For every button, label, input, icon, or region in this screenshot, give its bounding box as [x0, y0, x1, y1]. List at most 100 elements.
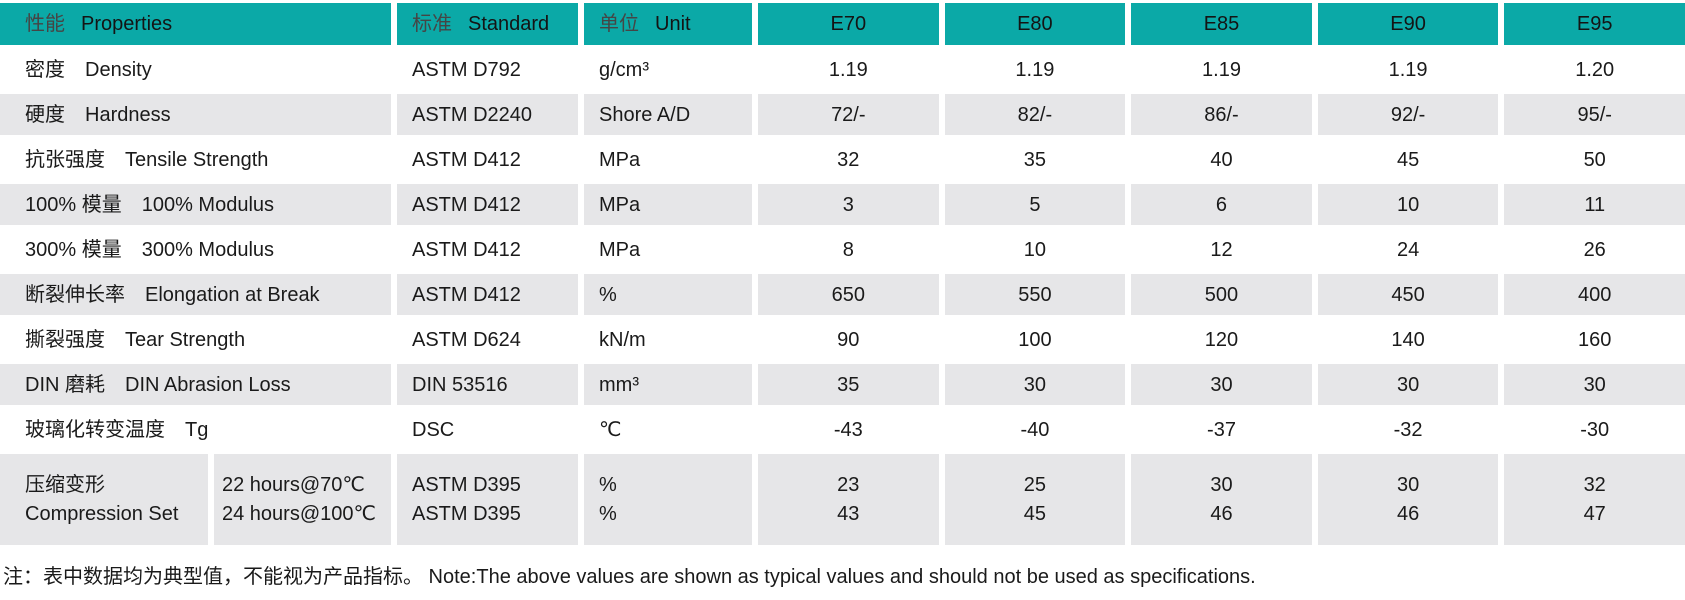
- compression-property-cell-text: Compression Set: [25, 502, 179, 525]
- value-cell-text: 100: [1018, 328, 1052, 351]
- value-cell: 50: [1504, 139, 1685, 180]
- property-cell-text: 300% 模量: [25, 238, 122, 261]
- header-standard: 标准 Standard: [397, 3, 578, 45]
- standard-cell-text: ASTM D412: [412, 148, 521, 171]
- value-cell-text: 82/-: [1017, 103, 1053, 126]
- header-grade-e90: E90: [1317, 3, 1499, 45]
- unit-cell: MPa: [584, 229, 752, 270]
- value-cell: 450: [1317, 274, 1499, 315]
- property-cell: 密度 Density: [0, 49, 391, 90]
- value-cell-text: 25: [1023, 473, 1047, 496]
- value-cell-text: 30: [1583, 373, 1606, 396]
- value-cell: 6: [1131, 184, 1312, 225]
- value-cell-text: 140: [1391, 328, 1425, 351]
- value-cell-text: 6: [1215, 193, 1228, 216]
- standard-cell: DSC: [397, 409, 578, 450]
- value-cell-text: 35: [837, 373, 860, 396]
- value-cell-text: 5: [1029, 193, 1041, 216]
- header-grade-e95-text: E95: [1576, 13, 1613, 35]
- unit-cell: Shore A/D: [584, 94, 752, 135]
- unit-cell-text: MPa: [599, 148, 641, 171]
- value-cell-text: 1.19: [1388, 58, 1428, 81]
- value-cell-text: -37: [1207, 418, 1236, 441]
- value-cell: 26: [1504, 229, 1685, 270]
- value-cell: 400: [1504, 274, 1685, 315]
- standard-cell-text: ASTM D792: [412, 58, 521, 81]
- standard-cell-text: ASTM D624: [412, 328, 521, 351]
- property-cell: DIN 磨耗 DIN Abrasion Loss: [0, 364, 391, 405]
- standard-cell-text: ASTM D412: [412, 283, 521, 306]
- unit-cell-text: Shore A/D: [599, 103, 691, 126]
- standard-cell: ASTM D412: [397, 229, 578, 270]
- property-cell-text: DIN Abrasion Loss: [125, 373, 291, 396]
- standard-cell-text: ASTM D412: [412, 193, 521, 216]
- value-cell: 3: [758, 184, 939, 225]
- value-cell: 160: [1504, 319, 1685, 360]
- header-grade-e80-text: E80: [1017, 13, 1053, 35]
- value-cell: 1.20: [1504, 49, 1685, 90]
- property-cell-text: 密度: [25, 58, 65, 81]
- value-cell: 72/-: [758, 94, 939, 135]
- compression-condition-cell: 22 hours@70℃ 24 hours@100℃: [214, 454, 391, 545]
- property-cell-text: 撕裂强度: [25, 328, 105, 351]
- property-cell-text: Density: [85, 58, 152, 81]
- value-cell: 500: [1131, 274, 1312, 315]
- value-cell: 30: [1317, 364, 1499, 405]
- property-cell: 撕裂强度 Tear Strength: [0, 319, 391, 360]
- value-cell-text: 1.19: [1015, 58, 1055, 81]
- compression-property-cell-text: 压缩变形: [25, 473, 105, 496]
- value-cell-text: -43: [833, 418, 863, 441]
- value-cell-text: 30: [1210, 373, 1233, 396]
- header-properties-en: Properties: [81, 13, 173, 35]
- property-cell-text: Hardness: [85, 103, 171, 126]
- value-cell: 650: [758, 274, 939, 315]
- value-cell-text: 1.20: [1575, 58, 1615, 81]
- value-cell: 1.19: [1318, 49, 1499, 90]
- compression-property-cell: 压缩变形 Compression Set: [0, 454, 208, 545]
- value-cell: 1.19: [1131, 49, 1312, 90]
- value-cell-text: 32: [837, 148, 860, 171]
- standard-cell: ASTM D2240: [397, 94, 578, 135]
- header-grade-e70: E70: [758, 3, 939, 45]
- header-properties-zh: 性能: [25, 13, 65, 35]
- value-cell-text: 30: [1210, 473, 1233, 496]
- header-grade-e80: E80: [944, 3, 1126, 45]
- compression-condition-cell-text: 22 hours@70℃: [222, 473, 365, 496]
- value-cell-text: 1.19: [828, 58, 868, 81]
- value-cell: -40: [945, 409, 1126, 450]
- value-cell-text: 92/-: [1390, 103, 1426, 126]
- property-cell: 玻璃化转变温度 Tg: [0, 409, 391, 450]
- value-cell: 30: [1131, 364, 1312, 405]
- value-cell-text: 72/-: [831, 103, 866, 126]
- value-cell-text: 26: [1583, 238, 1606, 261]
- value-cell: 30 46: [1131, 454, 1312, 545]
- unit-cell-text: g/cm³: [599, 58, 649, 81]
- unit-cell: MPa: [584, 139, 752, 180]
- property-cell-text: Tear Strength: [125, 328, 246, 351]
- value-cell: 10: [1317, 184, 1499, 225]
- unit-cell-text: ℃: [599, 418, 622, 441]
- value-cell: -43: [758, 409, 939, 450]
- unit-cell: %%: [584, 454, 752, 545]
- value-cell: 95/-: [1504, 94, 1685, 135]
- header-grade-e95: E95: [1504, 3, 1685, 45]
- value-cell-text: 50: [1583, 148, 1606, 171]
- value-cell: -32: [1318, 409, 1499, 450]
- unit-cell: ℃: [584, 409, 752, 450]
- value-cell: 25 45: [944, 454, 1126, 545]
- value-cell: 32 47: [1504, 454, 1685, 545]
- value-cell: 100: [945, 319, 1126, 360]
- unit-cell-text: %: [599, 502, 617, 525]
- value-cell-text: 45: [1396, 148, 1420, 171]
- value-cell: 1.19: [945, 49, 1126, 90]
- property-cell: 抗张强度 Tensile Strength: [0, 139, 391, 180]
- value-cell: 23 43: [758, 454, 939, 545]
- header-standard-en: Standard: [468, 13, 550, 35]
- value-cell: 92/-: [1317, 94, 1499, 135]
- standard-cell: ASTM D395 ASTM D395: [397, 454, 578, 545]
- value-cell: 82/-: [944, 94, 1126, 135]
- value-cell-text: 10: [1023, 238, 1047, 261]
- value-cell: 90: [758, 319, 939, 360]
- value-cell-text: -40: [1020, 418, 1050, 441]
